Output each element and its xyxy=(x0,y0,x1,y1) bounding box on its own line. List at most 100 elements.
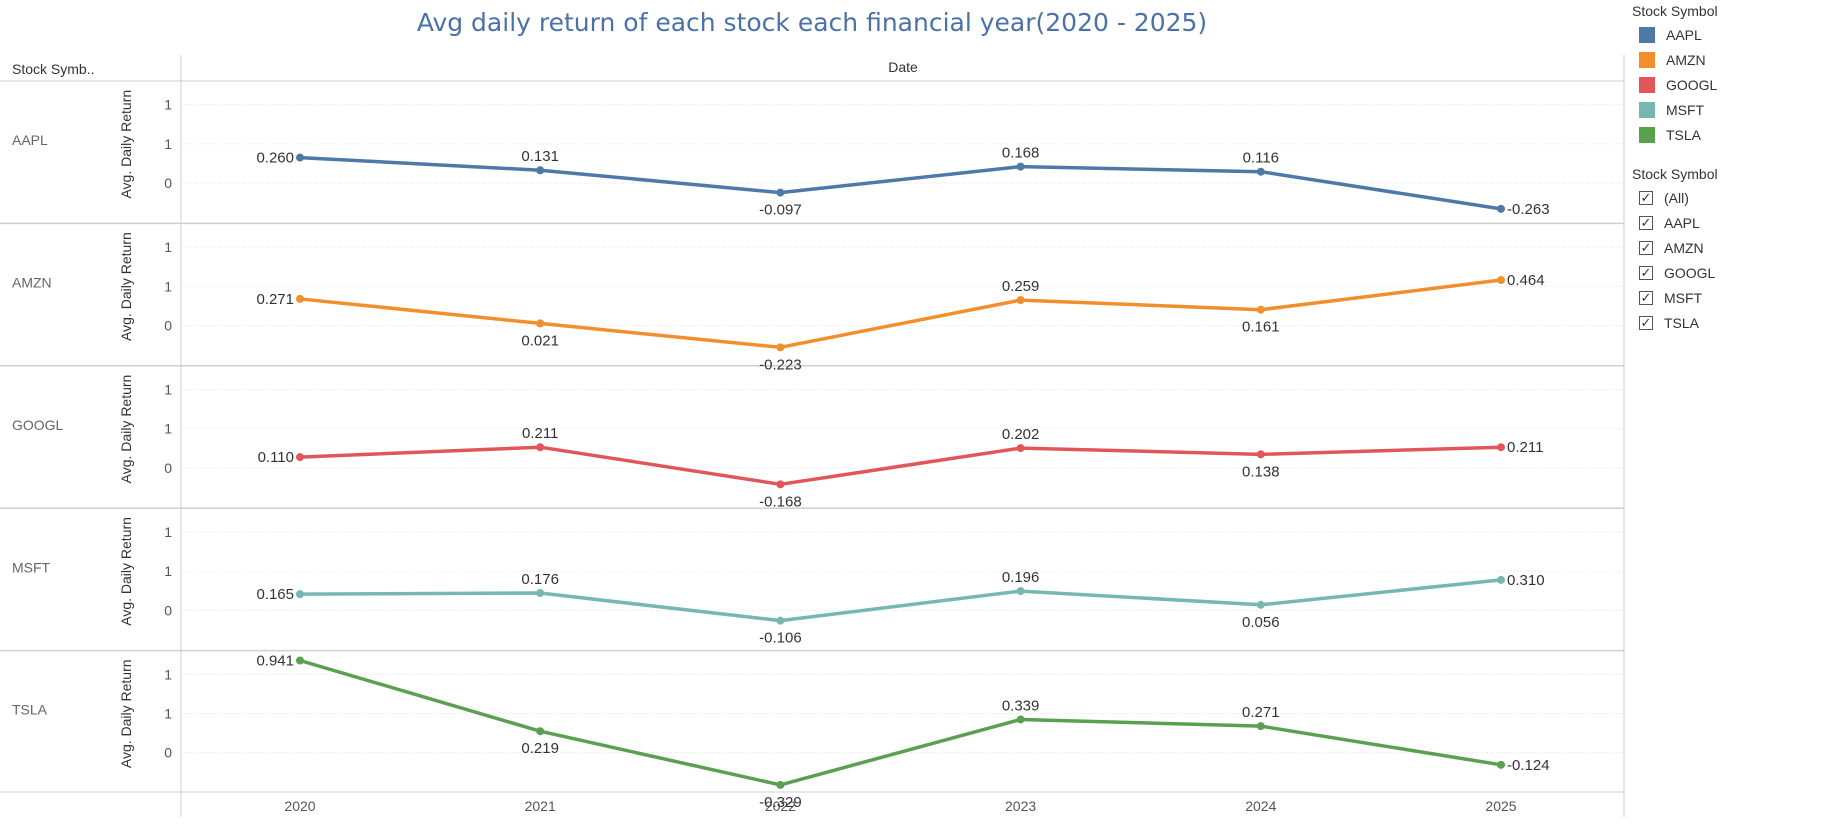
data-label: 0.339 xyxy=(1002,697,1040,714)
data-point xyxy=(1256,600,1265,609)
filter-title: Stock Symbol xyxy=(1632,166,1718,182)
series-line-tsla xyxy=(298,658,1503,787)
y-tick-label: 0 xyxy=(164,317,172,333)
filter-label: GOOGL xyxy=(1664,264,1716,281)
series-line-msft xyxy=(298,578,1503,623)
x-tick-label: 2023 xyxy=(1005,798,1036,814)
y-tick-label: 1 xyxy=(164,278,172,294)
filter-label: MSFT xyxy=(1664,289,1703,306)
filter-item-tsla[interactable]: ✓ TSLA xyxy=(1632,310,1832,335)
filter-item-aapl[interactable]: ✓ AAPL xyxy=(1632,210,1832,235)
filter-label: TSLA xyxy=(1664,314,1700,331)
data-label: -0.329 xyxy=(759,794,802,811)
data-label: 0.110 xyxy=(258,449,294,466)
y-axis-title: Avg. Daily Return xyxy=(118,232,134,341)
data-label: 0.211 xyxy=(522,425,558,442)
data-label: 0.056 xyxy=(1242,614,1280,631)
checkbox-icon[interactable]: ✓ xyxy=(1639,289,1653,305)
data-label: 0.271 xyxy=(1242,704,1280,721)
row-label-msft: MSFT xyxy=(12,559,51,575)
checkbox-icon[interactable]: ✓ xyxy=(1639,264,1653,280)
line-chart: Stock Symb.. Date 2020 2021 2022 2023 2024 2025… xyxy=(0,55,1625,817)
data-label: 0.941 xyxy=(256,653,294,670)
y-tick-label: 0 xyxy=(164,460,172,476)
column-header-label: Date xyxy=(888,59,918,75)
data-point xyxy=(1256,167,1265,176)
checkbox-icon[interactable]: ✓ xyxy=(1639,314,1653,330)
data-label: 0.176 xyxy=(521,571,559,588)
y-tick-label: 1 xyxy=(164,239,172,255)
legend-swatch xyxy=(1639,51,1655,68)
y-axis-title: Avg. Daily Return xyxy=(118,90,134,199)
data-point xyxy=(1497,204,1505,213)
y-tick-label: 0 xyxy=(164,602,172,618)
legend-swatch xyxy=(1639,26,1655,43)
series-line-aapl xyxy=(298,155,1503,211)
y-axis-title: Avg. Daily Return xyxy=(118,659,134,768)
x-tick-label: 2020 xyxy=(284,798,315,814)
checkbox-icon[interactable]: ✓ xyxy=(1639,239,1653,255)
data-point xyxy=(296,590,304,599)
legend-item-tsla[interactable]: TSLA xyxy=(1632,122,1832,147)
data-point xyxy=(1497,443,1505,452)
data-point xyxy=(776,780,785,789)
data-label: -0.223 xyxy=(759,356,802,373)
data-point xyxy=(536,443,545,452)
filter-item-all[interactable]: ✓ (All) xyxy=(1632,185,1832,210)
data-point xyxy=(776,188,785,197)
data-label: 0.168 xyxy=(1002,145,1040,162)
checkbox-icon[interactable]: ✓ xyxy=(1639,214,1653,230)
legend-label: AAPL xyxy=(1666,26,1702,43)
checkbox-icon[interactable]: ✓ xyxy=(1639,189,1653,205)
legend-label: MSFT xyxy=(1666,101,1705,118)
data-label: 0.138 xyxy=(1242,463,1280,480)
data-label: 0.464 xyxy=(1507,272,1545,289)
y-tick-label: 1 xyxy=(164,136,172,152)
legend-item-amzn[interactable]: AMZN xyxy=(1632,47,1832,72)
data-label: 0.131 xyxy=(521,148,559,165)
filter-label: (All) xyxy=(1664,189,1689,206)
y-tick-label: 1 xyxy=(164,97,172,113)
y-axis-title: Avg. Daily Return xyxy=(118,375,134,484)
data-point xyxy=(1256,450,1265,459)
filter-item-msft[interactable]: ✓ MSFT xyxy=(1632,285,1832,310)
legend-label: GOOGL xyxy=(1666,76,1718,93)
legend-item-msft[interactable]: MSFT xyxy=(1632,97,1832,122)
data-point xyxy=(1016,296,1025,305)
data-point xyxy=(536,727,545,736)
x-tick-label: 2021 xyxy=(525,798,556,814)
data-label: 0.260 xyxy=(256,150,294,167)
y-tick-label: 0 xyxy=(164,175,172,191)
data-label: 0.202 xyxy=(1002,426,1040,443)
data-label: 0.310 xyxy=(1507,572,1545,589)
y-tick-label: 1 xyxy=(164,382,172,398)
filter-item-googl[interactable]: ✓ GOOGL xyxy=(1632,260,1832,285)
data-label: -0.097 xyxy=(759,202,802,219)
legend-label: TSLA xyxy=(1666,126,1702,143)
y-tick-label: 1 xyxy=(164,705,172,721)
y-tick-label: 1 xyxy=(164,666,172,682)
series-line-googl xyxy=(298,445,1503,487)
data-point xyxy=(1497,276,1505,285)
data-point xyxy=(1016,162,1025,171)
data-point xyxy=(1497,575,1505,584)
filter-label: AMZN xyxy=(1664,239,1704,256)
filter-list: ✓ (All) ✓ AAPL ✓ AMZN ✓ GOOGL ✓ MSFT ✓ TSLA xyxy=(1632,185,1832,335)
data-label: -0.263 xyxy=(1507,201,1550,218)
filter-label: AAPL xyxy=(1664,214,1700,231)
data-label: 0.196 xyxy=(1002,569,1040,586)
data-point xyxy=(776,480,785,489)
y-tick-label: 1 xyxy=(164,524,172,540)
legend-item-googl[interactable]: GOOGL xyxy=(1632,72,1832,97)
x-tick-label: 2022 xyxy=(765,798,796,814)
data-point xyxy=(1016,587,1025,596)
row-label-tsla: TSLA xyxy=(12,702,48,718)
legend-item-aapl[interactable]: AAPL xyxy=(1632,22,1832,47)
y-tick-label: 0 xyxy=(164,745,172,761)
data-point xyxy=(536,589,545,598)
data-point xyxy=(536,319,545,328)
filter-item-amzn[interactable]: ✓ AMZN xyxy=(1632,235,1832,260)
data-label: -0.106 xyxy=(759,630,802,647)
row-label-googl: GOOGL xyxy=(12,417,64,433)
x-tick-label: 2024 xyxy=(1245,798,1276,814)
